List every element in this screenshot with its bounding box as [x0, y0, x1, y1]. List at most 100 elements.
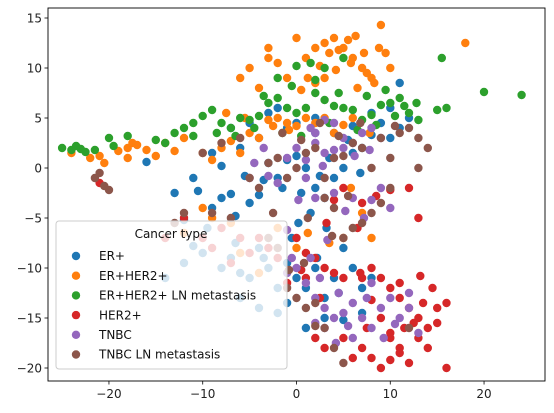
- data-point: [343, 321, 353, 331]
- data-point: [442, 363, 451, 373]
- data-point: [386, 153, 395, 163]
- data-point: [198, 148, 207, 158]
- data-point: [404, 288, 414, 298]
- legend: Cancer type ER+ ER+HER2+ ER+HER2+ LN metas…: [55, 220, 288, 370]
- data-point: [386, 133, 395, 143]
- data-point: [414, 163, 423, 173]
- data-point: [339, 103, 348, 113]
- data-point: [151, 135, 160, 145]
- data-point: [414, 213, 423, 223]
- data-point: [71, 141, 81, 151]
- data-point: [381, 48, 390, 58]
- data-point: [367, 208, 376, 218]
- data-point: [348, 113, 357, 123]
- data-point: [404, 303, 414, 313]
- data-point: [226, 189, 236, 199]
- y-tick-label: 0: [34, 161, 42, 175]
- data-point: [217, 193, 226, 203]
- data-point: [179, 133, 189, 143]
- data-point: [348, 223, 357, 233]
- data-point: [390, 111, 400, 121]
- data-point: [170, 188, 179, 198]
- data-point: [273, 93, 282, 103]
- data-point: [100, 158, 109, 168]
- data-point: [329, 118, 339, 128]
- data-point: [367, 195, 376, 205]
- data-point: [254, 83, 264, 93]
- data-point: [287, 253, 296, 263]
- data-point: [418, 298, 428, 308]
- data-point: [329, 33, 339, 43]
- x-tick-label: −10: [190, 387, 215, 401]
- data-point: [282, 153, 292, 163]
- data-point: [212, 128, 221, 138]
- data-point: [320, 193, 329, 203]
- data-point: [301, 155, 311, 165]
- data-point: [311, 298, 320, 308]
- data-point: [301, 113, 311, 123]
- data-point: [315, 118, 325, 128]
- data-point: [311, 143, 320, 153]
- data-point: [386, 328, 395, 338]
- legend-label: TNBC: [98, 328, 132, 342]
- data-point: [353, 83, 362, 93]
- data-point: [329, 313, 339, 323]
- legend-marker: [71, 350, 81, 359]
- data-point: [306, 253, 315, 263]
- data-point: [297, 85, 306, 95]
- data-point: [303, 73, 312, 83]
- data-point: [381, 85, 390, 95]
- data-point: [189, 173, 198, 183]
- legend-label: HER2+: [99, 308, 142, 322]
- data-point: [301, 323, 311, 333]
- data-point: [376, 273, 386, 283]
- data-point: [517, 90, 526, 100]
- data-point: [151, 151, 160, 161]
- data-point: [301, 173, 311, 183]
- data-point: [311, 263, 320, 273]
- data-point: [356, 118, 365, 128]
- legend-marker: [71, 271, 81, 280]
- data-point: [301, 278, 311, 288]
- data-point: [339, 53, 348, 63]
- data-point: [217, 161, 226, 171]
- data-point: [329, 343, 339, 353]
- data-point: [359, 48, 369, 58]
- data-point: [123, 131, 132, 141]
- data-point: [311, 88, 320, 98]
- data-point: [86, 153, 95, 163]
- data-point: [404, 108, 414, 118]
- data-point: [306, 58, 315, 68]
- data-point: [395, 293, 404, 303]
- data-point: [343, 35, 353, 45]
- data-point: [376, 303, 386, 313]
- data-point: [423, 323, 432, 333]
- data-point: [395, 313, 404, 323]
- data-point: [264, 158, 273, 168]
- data-point: [339, 333, 348, 343]
- data-point: [322, 218, 331, 228]
- data-point: [357, 128, 367, 138]
- data-point: [284, 125, 294, 135]
- data-point: [292, 108, 301, 118]
- data-point: [278, 128, 287, 138]
- data-point: [311, 333, 320, 343]
- data-point: [57, 143, 67, 153]
- data-point: [301, 163, 311, 173]
- data-point: [386, 293, 395, 303]
- data-point: [357, 343, 367, 353]
- data-point: [198, 203, 207, 213]
- data-point: [348, 263, 357, 273]
- data-point: [90, 145, 100, 155]
- y-tick-label: −15: [17, 311, 42, 325]
- data-point: [207, 208, 217, 218]
- data-point: [329, 153, 339, 163]
- data-point: [311, 193, 320, 203]
- data-point: [423, 143, 432, 153]
- data-point: [301, 303, 311, 313]
- y-tick-label: −20: [17, 361, 42, 375]
- data-point: [268, 208, 278, 218]
- data-point: [339, 183, 348, 193]
- data-point: [282, 73, 292, 83]
- data-point: [142, 157, 151, 167]
